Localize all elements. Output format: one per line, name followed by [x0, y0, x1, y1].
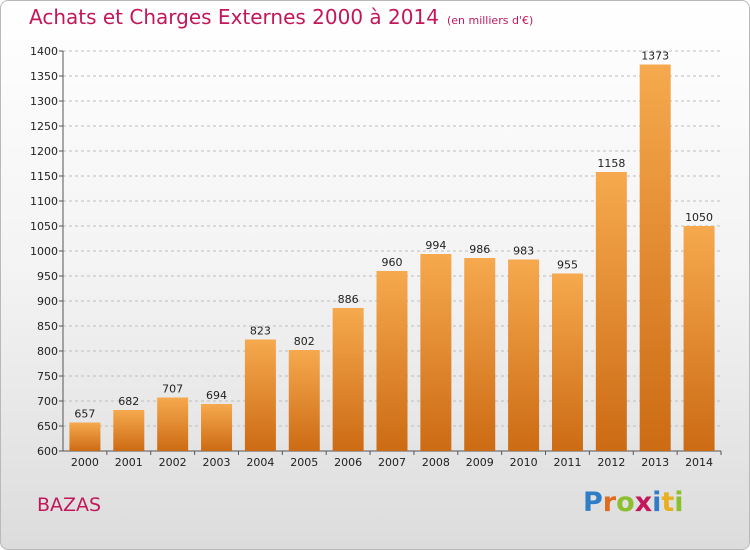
x-tick-label: 2013 — [641, 456, 669, 469]
data-label: 994 — [425, 239, 446, 252]
data-label: 823 — [250, 325, 271, 338]
x-tick-label: 2003 — [203, 456, 231, 469]
data-label: 1050 — [685, 211, 713, 224]
x-tick-label: 2014 — [685, 456, 713, 469]
y-tick-label: 750 — [37, 370, 58, 383]
x-tick-label: 2002 — [159, 456, 187, 469]
title-unit: (en milliers d'€) — [446, 14, 534, 27]
data-label: 1158 — [597, 157, 625, 170]
x-tick-label: 2007 — [378, 456, 406, 469]
y-tick-label: 1150 — [30, 170, 58, 183]
data-label: 960 — [382, 256, 403, 269]
x-tick-label: 2009 — [466, 456, 494, 469]
logo-letter: i — [652, 487, 662, 518]
bar — [113, 410, 145, 451]
bar — [201, 404, 233, 451]
bar — [244, 339, 276, 451]
bar — [420, 254, 452, 451]
bar — [508, 259, 540, 451]
y-tick-label: 1200 — [30, 145, 58, 158]
y-tick-label: 650 — [37, 420, 58, 433]
place-name: BAZAS — [37, 494, 102, 516]
y-tick-label: 600 — [37, 445, 58, 458]
data-label: 682 — [118, 395, 139, 408]
data-labels: 657 682 707 694 823 802 886 960 994 986 983 955 1158… — [74, 50, 713, 421]
proxiti-logo: Proxiti — [583, 487, 684, 518]
bars — [69, 64, 715, 451]
data-label: 802 — [294, 335, 315, 348]
y-tick-label: 850 — [37, 320, 58, 333]
y-tick-label: 1300 — [30, 95, 58, 108]
y-tick-labels: 600 650 700 750 800 850 900 950 1000 1050 1100 1150… — [30, 45, 58, 458]
logo-letter: r — [602, 487, 617, 518]
logo-letter: P — [583, 487, 603, 518]
x-tick-labels: 2000 2001 2002 2003 2004 2005 2006 2007 2008 2009… — [71, 451, 722, 469]
bar — [551, 273, 583, 451]
bar — [683, 226, 715, 451]
bar — [464, 258, 496, 451]
y-tick-label: 1400 — [30, 45, 58, 58]
data-label: 886 — [338, 293, 359, 306]
logo-letter: x — [634, 487, 653, 518]
x-tick-label: 2004 — [246, 456, 274, 469]
data-label: 1373 — [641, 50, 669, 63]
x-tick-label: 2010 — [510, 456, 538, 469]
y-tick-label: 950 — [37, 270, 58, 283]
bar — [376, 271, 408, 451]
y-tick-label: 1000 — [30, 245, 58, 258]
bar — [69, 422, 101, 451]
x-tick-label: 2000 — [71, 456, 99, 469]
bar — [332, 308, 364, 451]
data-label: 955 — [557, 259, 578, 272]
logo-letter: o — [616, 487, 635, 518]
x-tick-label: 2008 — [422, 456, 450, 469]
logo-letter: t — [661, 487, 675, 518]
x-tick-label: 2001 — [115, 456, 143, 469]
y-tick-label: 1250 — [30, 120, 58, 133]
y-tick-label: 1050 — [30, 220, 58, 233]
data-label: 707 — [162, 383, 183, 396]
y-tick-label: 1350 — [30, 70, 58, 83]
y-tick-label: 900 — [37, 295, 58, 308]
y-tick-label: 800 — [37, 345, 58, 358]
x-tick-label: 2012 — [597, 456, 625, 469]
y-tick-label: 700 — [37, 395, 58, 408]
data-label: 986 — [469, 243, 490, 256]
logo-letter: i — [674, 487, 684, 518]
x-tick-label: 2011 — [553, 456, 581, 469]
bar — [595, 172, 627, 451]
bar — [288, 350, 320, 451]
data-label: 694 — [206, 389, 227, 402]
bar — [157, 397, 189, 451]
data-label: 983 — [513, 245, 534, 258]
chart-title: Achats et Charges Externes 2000 à 2014 (e… — [29, 5, 533, 29]
x-tick-label: 2006 — [334, 456, 362, 469]
data-label: 657 — [74, 408, 95, 421]
y-tick-label: 1100 — [30, 195, 58, 208]
bar — [639, 64, 671, 451]
x-tick-label: 2005 — [290, 456, 318, 469]
title-text: Achats et Charges Externes 2000 à 2014 — [29, 5, 439, 29]
